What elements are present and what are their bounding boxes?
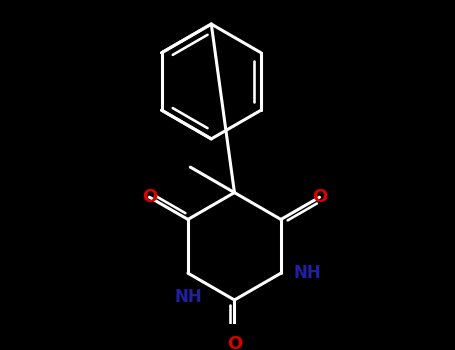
Text: O: O: [312, 188, 327, 206]
Text: O: O: [142, 188, 157, 206]
Text: O: O: [227, 335, 242, 350]
Text: NH: NH: [174, 288, 202, 306]
Text: NH: NH: [294, 264, 322, 282]
